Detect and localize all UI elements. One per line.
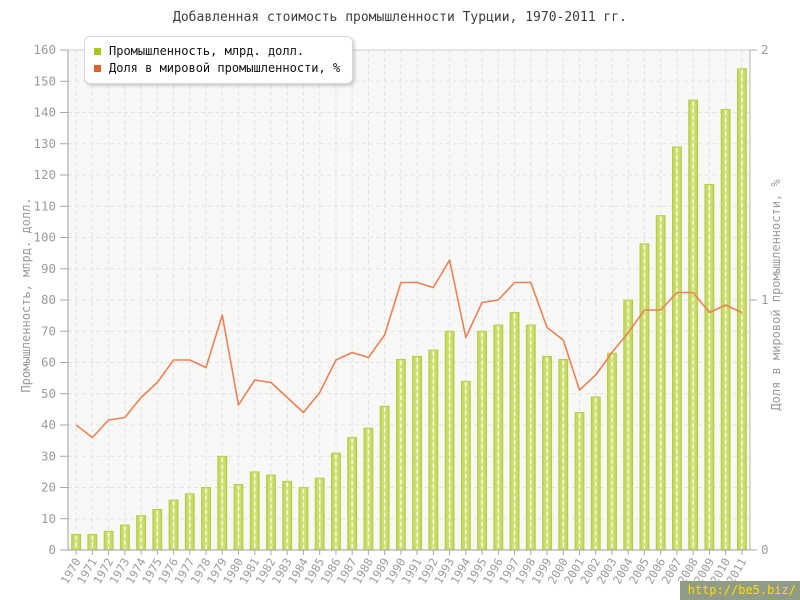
left-tick-label-120: 120 xyxy=(33,167,56,182)
bar-1975 xyxy=(152,508,163,551)
left-tick-label-70: 70 xyxy=(41,323,56,338)
right-tick-label-2: 2 xyxy=(761,42,769,57)
left-tick-label-150: 150 xyxy=(33,73,56,88)
left-tick-label-30: 30 xyxy=(41,448,56,463)
left-tick-label-0: 0 xyxy=(48,542,56,557)
legend-label-share: Доля в мировой промышленности, % xyxy=(109,61,341,75)
legend-item-industry: Промышленность, млрд. долл. xyxy=(94,43,340,60)
left-tick-label-60: 60 xyxy=(41,355,56,370)
left-tick-label-10: 10 xyxy=(41,511,56,526)
left-tick-label-160: 160 xyxy=(33,42,56,57)
left-tick-label-140: 140 xyxy=(33,105,56,120)
chart-title: Добавленная стоимость промышленности Тур… xyxy=(173,10,627,25)
legend-item-share: Доля в мировой промышленности, % xyxy=(94,60,340,77)
right-axis-title: Доля в мировой промышленности, % xyxy=(769,179,783,411)
left-tick-label-40: 40 xyxy=(41,417,56,432)
left-axis-title: Промышленность, млрд. долл. xyxy=(19,197,33,393)
bar-1977 xyxy=(184,493,195,551)
legend: Промышленность, млрд. долл. Доля в миров… xyxy=(84,36,354,84)
right-tick-label-1: 1 xyxy=(761,292,769,307)
left-tick-label-20: 20 xyxy=(41,480,56,495)
legend-label-industry: Промышленность, млрд. долл. xyxy=(109,44,305,58)
left-tick-label-100: 100 xyxy=(33,230,56,245)
left-tick-label-80: 80 xyxy=(41,292,56,307)
industry-swatch-icon xyxy=(94,48,101,55)
left-tick-label-50: 50 xyxy=(41,386,56,401)
share-line xyxy=(75,259,743,439)
bar-1997 xyxy=(509,312,520,551)
left-tick-label-110: 110 xyxy=(33,198,56,213)
watermark-link[interactable]: http://be5.biz/ xyxy=(679,581,800,600)
right-tick-label-0: 0 xyxy=(761,542,769,557)
left-tick-label-90: 90 xyxy=(41,261,56,276)
share-swatch-icon xyxy=(94,65,101,72)
left-tick-label-130: 130 xyxy=(33,136,56,151)
